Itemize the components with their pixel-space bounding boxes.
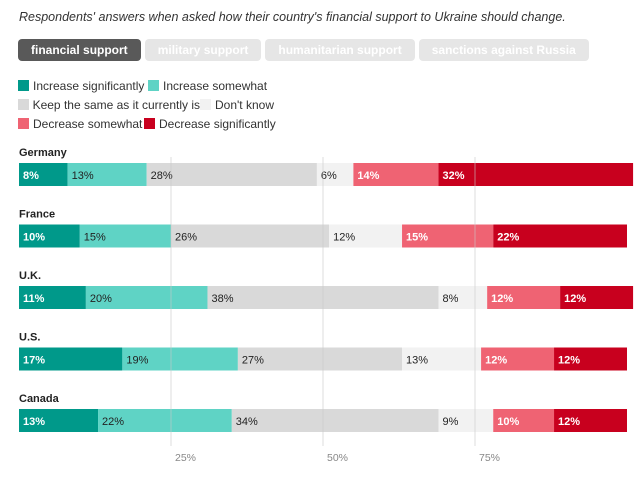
bar-segment [19, 286, 86, 309]
bar-segment [554, 347, 627, 371]
legend-swatch [144, 118, 155, 129]
bar-value-label: 6% [321, 170, 337, 182]
category-label: Germany [19, 147, 68, 159]
category-label: U.S. [19, 332, 40, 344]
bar-value-label: 12% [485, 355, 507, 367]
bar-value-label: 12% [333, 232, 355, 244]
bar-segment [554, 409, 627, 432]
bar-value-label: 13% [72, 170, 94, 182]
metric-tabs: financial support military support human… [18, 39, 589, 61]
bar-segment [493, 409, 555, 432]
legend-label: Increase somewhat [163, 78, 268, 93]
legend-label: Don't know [215, 97, 274, 112]
legend-item-dont-know: Don't know [200, 98, 274, 112]
gridline-label: 50% [327, 452, 348, 464]
legend-swatch [18, 99, 29, 110]
bar-segment [67, 163, 147, 186]
bar-value-label: 8% [23, 170, 39, 182]
bar-segment [438, 163, 634, 186]
legend-swatch [200, 99, 211, 110]
legend-swatch [18, 80, 29, 91]
tab-military-support[interactable]: military support [144, 39, 262, 61]
bar-segment [231, 409, 439, 432]
bar-value-label: 15% [84, 232, 106, 244]
bar-value-label: 9% [443, 416, 459, 428]
bar-value-label: 12% [491, 293, 513, 305]
bar-value-label: 34% [236, 416, 258, 428]
legend-item-decrease-significantly: Decrease significantly [144, 117, 276, 131]
bar-value-label: 38% [211, 293, 233, 305]
bar-value-label: 10% [23, 232, 45, 244]
bar-segment [79, 224, 171, 248]
bar-value-label: 22% [102, 416, 124, 428]
legend-item-increase-significantly: Increase significantly [18, 79, 148, 93]
bar-value-label: 8% [443, 293, 459, 305]
gridline-label: 25% [175, 452, 196, 464]
category-label: Canada [19, 393, 60, 405]
bar-segment [19, 409, 99, 432]
bar-value-label: 19% [126, 355, 148, 367]
category-label: U.K. [19, 270, 41, 282]
bar-value-label: 20% [90, 293, 112, 305]
bar-value-label: 22% [497, 232, 519, 244]
bar-segment [353, 163, 439, 186]
bar-value-label: 12% [558, 355, 580, 367]
bar-segment [146, 163, 317, 186]
legend-label: Decrease significantly [159, 116, 276, 131]
tab-financial-support[interactable]: financial support [18, 39, 141, 61]
gridline-label: 75% [479, 452, 500, 464]
bar-value-label: 10% [497, 416, 519, 428]
chart-subtitle: Respondents' answers when asked how thei… [19, 10, 566, 24]
bar-segment [402, 347, 482, 371]
bar-segment [481, 347, 555, 371]
bar-segment [19, 163, 68, 186]
bar-segment [19, 347, 123, 371]
bar-value-label: 11% [23, 293, 45, 305]
bar-segment [122, 347, 238, 371]
bar-segment [487, 286, 561, 309]
bar-value-label: 17% [23, 355, 45, 367]
bar-value-label: 15% [406, 232, 428, 244]
bar-segment [438, 409, 494, 432]
legend-label: Keep the same as it currently is [32, 97, 200, 112]
bar-segment [493, 224, 627, 248]
bar-value-label: 27% [242, 355, 264, 367]
tab-sanctions-against-russia[interactable]: sanctions against Russia [418, 39, 589, 61]
bar-segment [171, 224, 330, 248]
bar-value-label: 14% [357, 170, 379, 182]
bar-value-label: 26% [175, 232, 197, 244]
bar-segment [85, 286, 208, 309]
bar-segment [560, 286, 634, 309]
bar-segment [19, 224, 80, 248]
bar-segment [329, 224, 403, 248]
bar-segment [402, 224, 494, 248]
bar-segment [98, 409, 232, 432]
legend-label: Decrease somewhat [33, 116, 143, 131]
tab-humanitarian-support[interactable]: humanitarian support [265, 39, 415, 61]
bar-value-label: 13% [23, 416, 45, 428]
legend-item-keep-the-same: Keep the same as it currently is [18, 98, 200, 112]
bar-value-label: 13% [406, 355, 428, 367]
legend-swatch [18, 118, 29, 129]
bar-segment [316, 163, 354, 186]
bar-value-label: 28% [151, 170, 173, 182]
legend-item-increase-somewhat: Increase somewhat [148, 79, 267, 93]
legend: Increase significantly Increase somewhat… [18, 76, 276, 133]
legend-swatch [148, 80, 159, 91]
bar-value-label: 32% [443, 170, 465, 182]
legend-item-decrease-somewhat: Decrease somewhat [18, 117, 144, 131]
bar-segment [237, 347, 403, 371]
bar-value-label: 12% [564, 293, 586, 305]
category-label: France [19, 209, 55, 221]
bar-value-label: 12% [558, 416, 580, 428]
legend-label: Increase significantly [33, 78, 145, 93]
